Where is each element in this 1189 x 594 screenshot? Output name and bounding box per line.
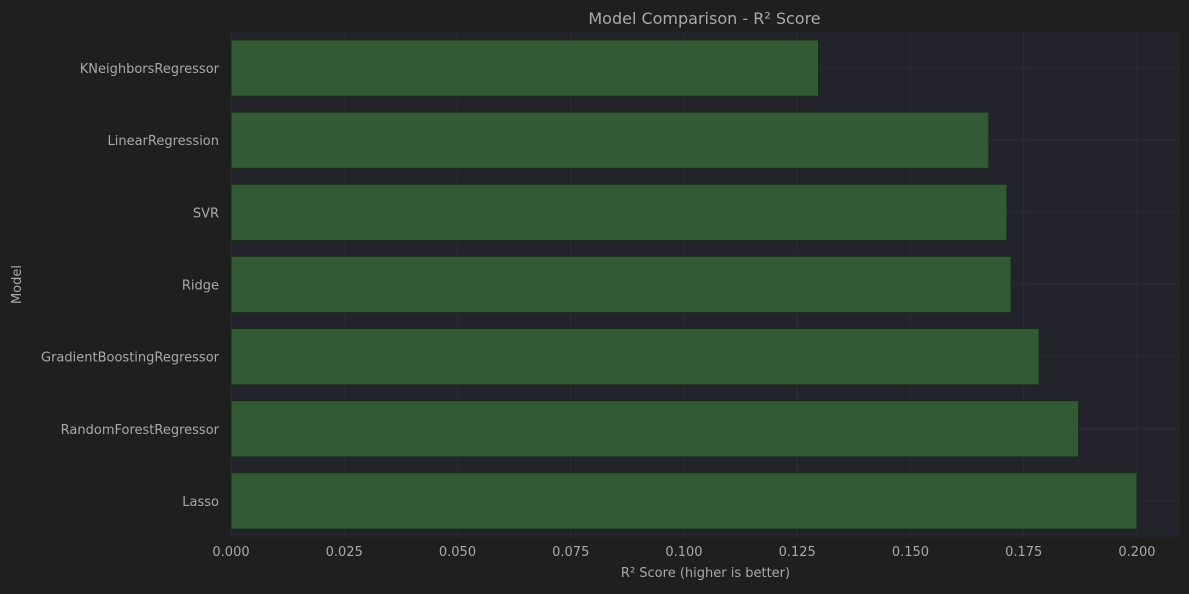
x-tick-label: 0.150 xyxy=(892,545,929,560)
x-tick-label: 0.050 xyxy=(439,545,476,560)
y-tick-label: KNeighborsRegressor xyxy=(80,62,220,77)
bar xyxy=(230,183,1008,241)
chart-title: Model Comparison - R² Score xyxy=(588,9,820,28)
bar xyxy=(230,255,1012,314)
bars xyxy=(230,39,1138,530)
bar xyxy=(230,111,990,169)
bar xyxy=(230,39,820,97)
x-tick-label: 0.025 xyxy=(326,545,363,560)
x-axis-label: R² Score (higher is better) xyxy=(621,566,790,581)
y-tick-label: GradientBoostingRegressor xyxy=(41,351,220,366)
x-tick-labels: 0.000 0.025 0.050 0.075 0.100 0.125 0.150 0.175… xyxy=(212,545,1155,560)
y-tick-label: Ridge xyxy=(182,279,219,294)
bar xyxy=(230,328,1040,386)
y-tick-label: SVR xyxy=(193,206,219,221)
x-tick-label: 0.175 xyxy=(1005,545,1042,560)
y-tick-label: Lasso xyxy=(182,495,219,510)
y-tick-label: LinearRegression xyxy=(107,134,219,149)
x-tick-label: 0.125 xyxy=(779,545,816,560)
y-tick-labels: KNeighborsRegressor LinearRegression SVR Ri… xyxy=(41,62,220,510)
bar xyxy=(230,472,1138,530)
x-tick-label: 0.200 xyxy=(1118,545,1155,560)
x-tick-label: 0.075 xyxy=(552,545,589,560)
y-tick-label: RandomForestRegressor xyxy=(61,423,220,438)
bar xyxy=(230,400,1080,458)
x-tick-label: 0.000 xyxy=(212,545,249,560)
x-tick-label: 0.100 xyxy=(665,545,702,560)
y-axis-label: Model xyxy=(10,265,25,304)
